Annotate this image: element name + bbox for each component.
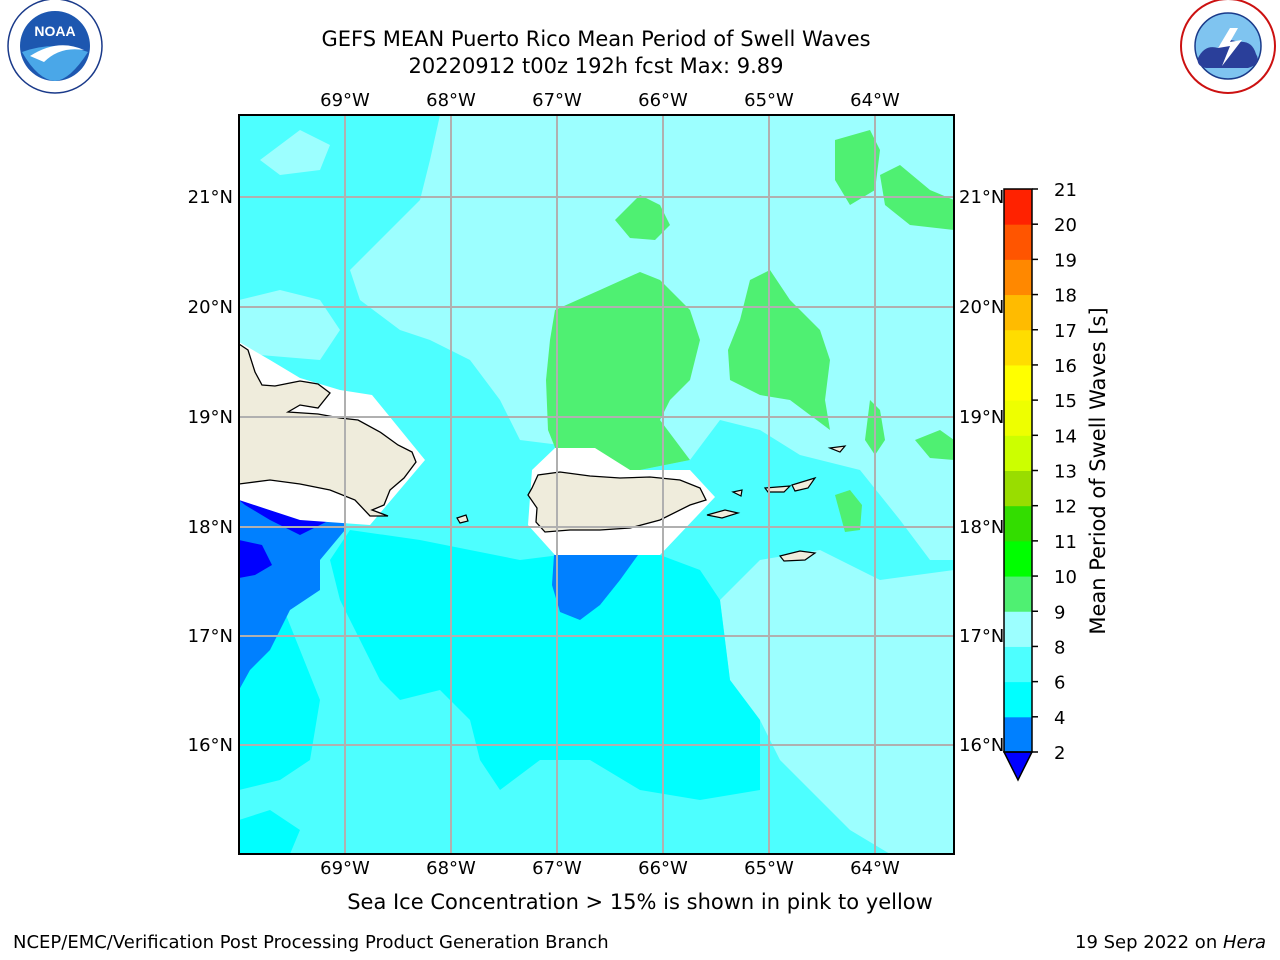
colorbar-segment bbox=[1004, 576, 1032, 612]
ocean-9-10s-vi bbox=[835, 490, 862, 532]
footer-machine: Hera bbox=[1222, 932, 1266, 953]
colorbar-tick-label: 10 bbox=[1054, 567, 1077, 588]
lon-label-top: 65°W bbox=[744, 90, 794, 111]
ocean-4-6s-sw bbox=[239, 810, 300, 854]
colorbar-segment bbox=[1004, 329, 1032, 366]
colorbar-tick-label: 13 bbox=[1054, 462, 1077, 483]
lat-label-right: 16°N bbox=[959, 735, 1004, 756]
lat-label-right: 19°N bbox=[959, 407, 1004, 428]
lon-label-top: 69°W bbox=[320, 90, 370, 111]
footer-date-text: 19 Sep 2022 on bbox=[1075, 932, 1223, 953]
colorbar-tick-label: 2 bbox=[1054, 743, 1065, 764]
colorbar-tick-label: 20 bbox=[1054, 215, 1077, 236]
lon-label-top: 68°W bbox=[426, 90, 476, 111]
ocean-8-9s-northwest bbox=[260, 130, 330, 175]
lon-label-bottom: 67°W bbox=[532, 858, 582, 879]
lon-label-top: 64°W bbox=[850, 90, 900, 111]
lon-label-bottom: 66°W bbox=[638, 858, 688, 879]
map-title-line2: 20220912 t00z 192h fcst Max: 9.89 bbox=[408, 54, 784, 78]
ocean-2-4s-west bbox=[239, 500, 350, 690]
bvi-islands bbox=[791, 476, 817, 492]
anegada-island bbox=[827, 445, 847, 453]
ocean-4-6s-south bbox=[330, 530, 760, 800]
ocean-2-4s-south-pr bbox=[552, 555, 638, 620]
colorbar-tick-label: 17 bbox=[1054, 321, 1077, 342]
map-frame bbox=[238, 114, 955, 855]
culebra-island bbox=[731, 489, 743, 497]
lat-label-right: 20°N bbox=[959, 297, 1004, 318]
colorbar-tick-label: 15 bbox=[1054, 391, 1077, 412]
ocean-9-10s-central bbox=[546, 272, 700, 470]
lat-label-right: 18°N bbox=[959, 517, 1004, 538]
lat-label-left: 18°N bbox=[188, 517, 233, 538]
footer-date: 19 Sep 2022 on Hera bbox=[1075, 932, 1266, 953]
st-croix-island bbox=[778, 550, 817, 562]
lat-label-left: 21°N bbox=[188, 187, 233, 208]
colorbar-tick-label: 16 bbox=[1054, 356, 1077, 377]
st-thomas-island bbox=[763, 485, 792, 493]
colorbar-segment bbox=[1004, 259, 1032, 296]
colorbar-tick-label: 11 bbox=[1054, 532, 1077, 553]
swell-period-map bbox=[239, 115, 954, 854]
ocean-8-9s-southeast bbox=[720, 550, 954, 854]
colorbar: 2 4 6 8 9 10 11 12 13 14 15 16 17 18 19 20 21 bbox=[1002, 180, 1077, 782]
puertorico-land bbox=[527, 471, 707, 533]
footer-credit: NCEP/EMC/Verification Post Processing Pr… bbox=[13, 932, 609, 953]
lon-label-bottom: 64°W bbox=[850, 858, 900, 879]
lat-label-left: 20°N bbox=[188, 297, 233, 318]
lon-label-top: 67°W bbox=[532, 90, 582, 111]
colorbar-segment bbox=[1004, 540, 1032, 577]
colorbar-segment bbox=[1004, 400, 1032, 436]
lat-label-left: 19°N bbox=[188, 407, 233, 428]
colorbar-segment bbox=[1004, 224, 1032, 260]
colorbar-segment bbox=[1004, 505, 1032, 542]
colorbar-tick-label: 19 bbox=[1054, 250, 1077, 271]
lon-label-bottom: 65°W bbox=[744, 858, 794, 879]
lon-label-bottom: 68°W bbox=[426, 858, 476, 879]
colorbar-segment bbox=[1004, 364, 1032, 401]
lat-label-left: 16°N bbox=[188, 735, 233, 756]
colorbar-tick-label: 9 bbox=[1054, 602, 1065, 623]
ocean-9-10s-ne bbox=[835, 130, 880, 205]
colorbar-extend-arrow bbox=[1002, 751, 1034, 782]
colorbar-tick-label: 21 bbox=[1054, 180, 1077, 201]
noaa-logo: NOAA bbox=[7, 0, 103, 94]
ocean-lt2s-sw bbox=[239, 540, 272, 578]
mona-island bbox=[456, 514, 469, 524]
lat-label-left: 17°N bbox=[188, 626, 233, 647]
colorbar-segment bbox=[1004, 435, 1032, 471]
sea-ice-note: Sea Ice Concentration > 15% is shown in … bbox=[347, 890, 933, 914]
ocean-9-10s-east bbox=[728, 270, 830, 430]
colorbar-segment bbox=[1004, 716, 1032, 753]
colorbar-segment bbox=[1004, 681, 1032, 718]
lon-label-bottom: 69°W bbox=[320, 858, 370, 879]
noaa-logo-text: NOAA bbox=[34, 23, 75, 39]
colorbar-label: Mean Period of Swell Waves [s] bbox=[1086, 307, 1110, 634]
colorbar-segment bbox=[1004, 470, 1032, 507]
graticule bbox=[239, 115, 954, 854]
map-title-line1: GEFS MEAN Puerto Rico Mean Period of Swe… bbox=[321, 27, 871, 51]
colorbar-tick-label: 6 bbox=[1054, 673, 1065, 694]
colorbar-tick-label: 4 bbox=[1054, 708, 1065, 729]
lon-label-top: 66°W bbox=[638, 90, 688, 111]
hispaniola-land bbox=[239, 343, 417, 517]
colorbar-tick-label: 14 bbox=[1054, 426, 1077, 447]
colorbar-segment bbox=[1004, 611, 1032, 647]
colorbar-segment bbox=[1004, 646, 1032, 683]
colorbar-tick-label: 18 bbox=[1054, 286, 1077, 307]
colorbar-segment bbox=[1004, 294, 1032, 331]
ocean-9-10s-northpatch bbox=[615, 195, 670, 240]
lat-label-right: 17°N bbox=[959, 626, 1004, 647]
colorbar-tick-label: 8 bbox=[1054, 637, 1065, 658]
colorbar-tick-label: 12 bbox=[1054, 497, 1077, 518]
ocean-9-10s-e2 bbox=[915, 430, 954, 460]
lat-label-right: 21°N bbox=[959, 187, 1004, 208]
vieques-island bbox=[706, 509, 741, 519]
colorbar-segment bbox=[1004, 189, 1032, 225]
nws-logo bbox=[1180, 0, 1276, 94]
